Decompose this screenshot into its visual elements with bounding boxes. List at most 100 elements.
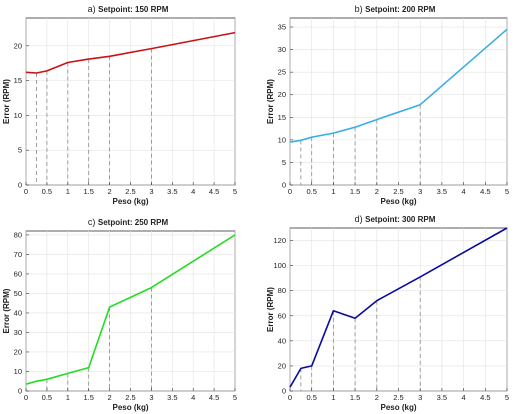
x-tick-label: 3.5 bbox=[437, 187, 447, 196]
series-line bbox=[25, 234, 236, 385]
x-tick-label: 2.5 bbox=[125, 393, 135, 402]
y-tick-label: 100 bbox=[273, 261, 286, 270]
x-tick-label: 4 bbox=[191, 393, 195, 402]
y-tick-label: 15 bbox=[278, 113, 286, 122]
x-tick-label: 3.5 bbox=[167, 393, 177, 402]
y-tick-label: 15 bbox=[14, 76, 22, 85]
panel-letter: b) bbox=[355, 4, 366, 14]
x-tick-label: 0 bbox=[288, 393, 292, 402]
x-tick-label: 3.5 bbox=[167, 187, 177, 196]
panel-letter: d) bbox=[355, 214, 366, 224]
x-tick-label: 4.5 bbox=[209, 393, 219, 402]
y-tick-label: 60 bbox=[278, 311, 286, 320]
y-tick-label: 0 bbox=[18, 387, 22, 396]
x-tick-label: 1.5 bbox=[83, 393, 93, 402]
x-tick-label: 0.5 bbox=[42, 187, 52, 196]
x-tick-label: 0 bbox=[24, 393, 28, 402]
y-tick-label: 5 bbox=[282, 158, 286, 167]
y-tick-label: 10 bbox=[14, 367, 22, 376]
x-tick-label: 2.5 bbox=[393, 187, 403, 196]
y-tick-label: 40 bbox=[278, 336, 286, 345]
x-tick-label: 2 bbox=[375, 393, 379, 402]
x-tick-label: 3 bbox=[149, 393, 153, 402]
y-axis-label: Error (RPM) bbox=[2, 288, 11, 333]
y-axis-label: Error (RPM) bbox=[266, 79, 275, 124]
y-tick-label: 20 bbox=[14, 41, 22, 50]
x-tick-label: 4.5 bbox=[209, 187, 219, 196]
title-text: Setpoint: 250 RPM bbox=[98, 218, 169, 227]
x-tick-label: 2.5 bbox=[125, 187, 135, 196]
title-text: Setpoint: 200 RPM bbox=[365, 5, 436, 14]
x-tick-label: 0.5 bbox=[306, 393, 316, 402]
x-tick-label: 2 bbox=[108, 187, 112, 196]
y-tick-label: 5 bbox=[18, 146, 22, 155]
y-tick-label: 20 bbox=[278, 361, 286, 370]
chart-title: c) Setpoint: 250 RPM bbox=[88, 217, 169, 227]
x-tick-label: 3 bbox=[418, 393, 422, 402]
x-tick-label: 4 bbox=[462, 187, 466, 196]
y-tick-label: 20 bbox=[14, 347, 22, 356]
chart-panel-4: 0 0.5 1 1.5 2 2.5 3 3.5 4 4.5 5 0 20 40 60 80 100 120 Peso… bbox=[266, 214, 509, 412]
x-tick-label: 0 bbox=[288, 187, 292, 196]
x-tick-label: 3.5 bbox=[437, 393, 447, 402]
x-tick-label: 1 bbox=[66, 187, 70, 196]
x-tick-label: 1 bbox=[331, 187, 335, 196]
x-tick-label: 4 bbox=[191, 187, 195, 196]
chart-title: a) Setpoint: 150 RPM bbox=[88, 4, 169, 14]
x-axis-label: Peso (kg) bbox=[112, 197, 148, 206]
y-tick-label: 10 bbox=[14, 111, 22, 120]
x-tick-label: 1.5 bbox=[350, 187, 360, 196]
series-line bbox=[25, 31, 236, 74]
x-axis-label: Peso (kg) bbox=[112, 403, 148, 412]
x-tick-label: 3 bbox=[149, 187, 153, 196]
x-tick-label: 0 bbox=[24, 187, 28, 196]
chart-panel-2: 0 0.5 1 1.5 2 2.5 3 3.5 4 4.5 5 0 5 10 15 20 25 30 35 Peso … bbox=[266, 4, 509, 206]
x-tick-label: 1.5 bbox=[83, 187, 93, 196]
chart-title: b) Setpoint: 200 RPM bbox=[355, 4, 436, 14]
y-axis-label: Error (RPM) bbox=[266, 287, 275, 332]
x-tick-label: 4 bbox=[462, 393, 466, 402]
panel-letter: c) bbox=[88, 217, 98, 227]
y-tick-label: 35 bbox=[278, 23, 286, 32]
x-tick-label: 1 bbox=[331, 393, 335, 402]
x-tick-label: 1 bbox=[66, 393, 70, 402]
y-tick-label: 0 bbox=[282, 181, 286, 190]
title-text: Setpoint: 300 RPM bbox=[365, 215, 436, 224]
x-tick-label: 0.5 bbox=[306, 187, 316, 196]
x-tick-label: 5 bbox=[233, 393, 237, 402]
x-tick-label: 3 bbox=[418, 187, 422, 196]
chart-title: d) Setpoint: 300 RPM bbox=[355, 214, 436, 224]
y-tick-label: 80 bbox=[278, 286, 286, 295]
y-tick-label: 0 bbox=[18, 181, 22, 190]
y-tick-label: 60 bbox=[14, 269, 22, 278]
y-tick-label: 25 bbox=[278, 68, 286, 77]
y-tick-label: 30 bbox=[278, 45, 286, 54]
x-tick-label: 4.5 bbox=[480, 187, 490, 196]
y-tick-label: 40 bbox=[14, 308, 22, 317]
x-tick-label: 1.5 bbox=[350, 393, 360, 402]
y-tick-label: 120 bbox=[273, 236, 286, 245]
y-tick-label: 50 bbox=[14, 289, 22, 298]
series-line bbox=[289, 28, 508, 143]
x-tick-label: 5 bbox=[505, 187, 509, 196]
x-tick-label: 2 bbox=[375, 187, 379, 196]
y-tick-label: 10 bbox=[278, 135, 286, 144]
title-text: Setpoint: 150 RPM bbox=[98, 5, 169, 14]
x-tick-label: 5 bbox=[233, 187, 237, 196]
panel-letter: a) bbox=[88, 4, 99, 14]
x-axis-label: Peso (kg) bbox=[380, 403, 416, 412]
y-tick-label: 70 bbox=[14, 250, 22, 259]
x-tick-label: 0.5 bbox=[42, 393, 52, 402]
chart-panel-3: 0 0.5 1 1.5 2 2.5 3 3.5 4 4.5 501020304050607080Pe… bbox=[2, 217, 237, 412]
y-tick-label: 80 bbox=[14, 230, 22, 239]
x-tick-label: 5 bbox=[505, 393, 509, 402]
x-tick-label: 4.5 bbox=[480, 393, 490, 402]
x-tick-label: 2.5 bbox=[393, 393, 403, 402]
chart-panel-1: 0 0.5 1 1.5 2 2.5 3 3.5 4 4.5 5 0 5 10 15 20 Peso (kg) Er… bbox=[2, 4, 237, 206]
y-tick-label: 20 bbox=[278, 90, 286, 99]
series-line bbox=[289, 227, 508, 388]
y-tick-label: 0 bbox=[282, 387, 286, 396]
y-axis-label: Error (RPM) bbox=[2, 79, 11, 124]
y-tick-label: 30 bbox=[14, 328, 22, 337]
